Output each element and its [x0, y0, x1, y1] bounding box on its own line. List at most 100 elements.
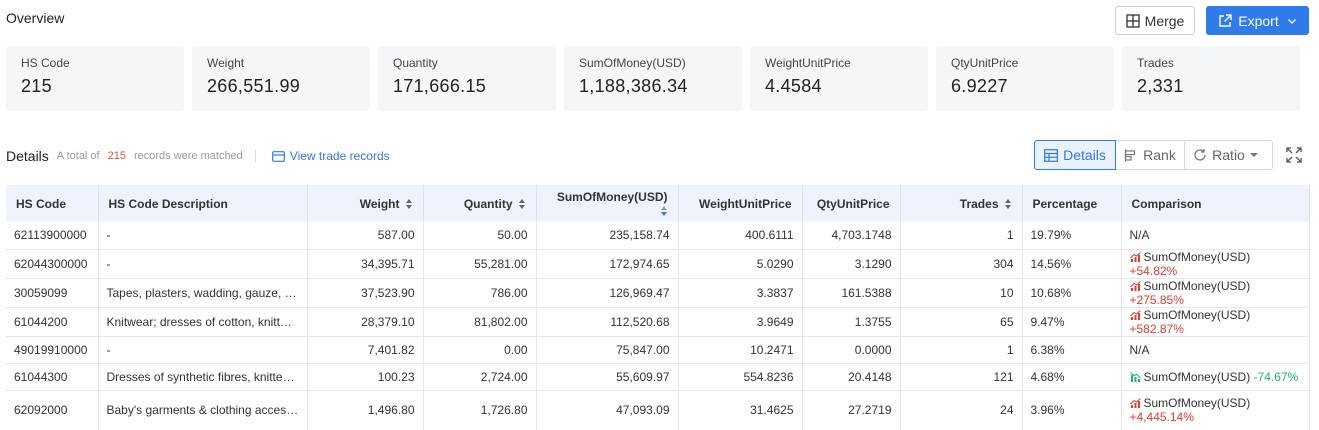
cell-sum: 112,520.68 — [536, 307, 679, 337]
cell-hs: 30059099 — [6, 278, 99, 308]
merge-button[interactable]: Merge — [1115, 6, 1195, 35]
col-hs-description: HS Code Description — [98, 185, 308, 222]
cell-sum: 75,847.00 — [536, 336, 679, 364]
export-button[interactable]: Export — [1206, 6, 1309, 35]
col-weight[interactable]: Weight — [307, 185, 424, 222]
table-row[interactable]: 61044300 Dresses of synthetic fibres, kni… — [6, 363, 1310, 391]
table-row[interactable]: 30059099 Tapes, plasters, wadding, gauze,… — [6, 278, 1310, 308]
cell-wup: 400.6111 — [678, 222, 803, 250]
cell-weight: 587.00 — [307, 222, 424, 250]
trend-up-icon — [1129, 280, 1141, 291]
cell-weight: 1,496.80 — [307, 390, 424, 430]
cell-trades: 1 — [900, 336, 1023, 364]
col-quantity-label: Quantity — [463, 196, 513, 211]
record-count: 215 — [107, 150, 126, 162]
export-icon — [1219, 13, 1232, 27]
caret-down-icon — [1249, 153, 1258, 157]
cell-weight: 37,523.90 — [307, 278, 424, 308]
cell-pct: 6.38% — [1022, 336, 1122, 364]
sort-icon — [1004, 199, 1011, 210]
expand-icon — [1286, 147, 1302, 163]
chevron-down-icon — [1287, 18, 1296, 24]
cell-pct: 14.56% — [1022, 249, 1122, 279]
col-quantity[interactable]: Quantity — [423, 185, 537, 222]
trend-down-icon — [1129, 371, 1141, 382]
cell-desc: - — [98, 222, 308, 250]
trend-up-icon — [1129, 309, 1141, 320]
trend-up-icon — [1129, 251, 1141, 262]
table-row[interactable]: 62113900000-587.00 50.00 235,158.74 400.611… — [6, 222, 1310, 250]
tab-ratio[interactable]: Ratio — [1185, 141, 1272, 169]
tab-rank[interactable]: Rank — [1116, 141, 1185, 169]
cell-desc: Baby's garments & clothing accesso... — [98, 390, 308, 430]
cell-weight: 7,401.82 — [307, 336, 424, 364]
comparison-change: +275.85% — [1129, 292, 1184, 307]
stat-label: QtyUnitPrice — [951, 56, 1019, 70]
total-prefix: A total of — [56, 150, 100, 162]
fullscreen-button[interactable] — [1286, 147, 1302, 166]
col-sum-label: SumOfMoney(USD) — [556, 189, 668, 204]
col-hs-code: HS Code — [6, 185, 99, 222]
cell-wup: 3.9649 — [678, 307, 803, 337]
cell-sum: 172,974.65 — [536, 249, 679, 279]
cell-wup: 31.4625 — [678, 390, 803, 430]
stat-card-trades: Trades 2,331 — [1122, 46, 1300, 111]
table-icon — [1044, 148, 1058, 162]
cell-weight: 100.23 — [307, 363, 424, 391]
table-row[interactable]: 62092000 Baby's garments & clothing acces… — [6, 390, 1310, 430]
cell-qup: 3.1290 — [802, 249, 901, 279]
details-title: Details — [6, 148, 49, 164]
cell-trades: 304 — [900, 249, 1023, 279]
col-trades[interactable]: Trades — [900, 185, 1023, 222]
cell-sum: 235,158.74 — [536, 222, 679, 250]
comparison-metric: SumOfMoney(USD) — [1143, 307, 1251, 322]
total-suffix: records were matched — [133, 150, 243, 162]
rank-icon — [1125, 149, 1136, 161]
cell-qty: 786.00 — [423, 278, 537, 308]
cell-comparison: SumOfMoney(USD) +4,445.14% — [1121, 390, 1310, 430]
view-trade-records-link[interactable]: View trade records — [271, 149, 390, 163]
cell-qty: 81,802.00 — [423, 307, 537, 337]
cell-qup: 0.0000 — [802, 336, 901, 364]
stat-label: WeightUnitPrice — [765, 56, 851, 70]
stat-value: 6.9227 — [951, 76, 1008, 96]
table-row[interactable]: 61044200 Knitwear; dresses of cotton, kni… — [6, 307, 1310, 337]
col-percentage: Percentage — [1022, 185, 1122, 222]
col-sum-of-money[interactable]: SumOfMoney(USD) — [536, 185, 679, 222]
table-row[interactable]: 49019910000-7,401.82 0.00 75,847.00 10.2471… — [6, 336, 1310, 364]
comparison-metric: SumOfMoney(USD) — [1143, 249, 1251, 264]
table-row[interactable]: 62044300000-34,395.71 55,281.00 172,974.65… — [6, 249, 1310, 279]
stat-value: 1,188,386.34 — [579, 76, 688, 96]
stat-value: 4.4584 — [765, 76, 822, 96]
cell-trades: 1 — [900, 222, 1023, 250]
cell-sum: 126,969.47 — [536, 278, 679, 308]
cell-pct: 10.68% — [1022, 278, 1122, 308]
comparison-change: +582.87% — [1129, 321, 1184, 336]
cell-weight: 34,395.71 — [307, 249, 424, 279]
cell-qty: 50.00 — [423, 222, 537, 250]
col-trades-label: Trades — [959, 196, 999, 211]
cell-comparison: SumOfMoney(USD) +275.85% — [1121, 278, 1310, 308]
export-label: Export — [1238, 12, 1279, 29]
cell-trades: 10 — [900, 278, 1023, 308]
cell-desc: Dresses of synthetic fibres, knitted o..… — [98, 363, 308, 391]
details-table: HS Code HS Code Description Weight Quant… — [6, 185, 1310, 430]
cell-qup: 1.3755 — [802, 307, 901, 337]
tab-details[interactable]: Details — [1034, 140, 1116, 170]
summary-stats: HS Code 215 Weight 266,551.99 Quantity 171,… — [6, 46, 1300, 111]
comparison-metric: SumOfMoney(USD) — [1143, 369, 1251, 384]
cell-qup: 4,703.1748 — [802, 222, 901, 250]
cell-desc: Knitwear; dresses of cotton, knitted ... — [98, 307, 308, 337]
cell-trades: 121 — [900, 363, 1023, 391]
cell-pct: 9.47% — [1022, 307, 1122, 337]
cell-sum: 55,609.97 — [536, 363, 679, 391]
comparison-metric: SumOfMoney(USD) — [1143, 278, 1251, 293]
stat-value: 2,331 — [1137, 76, 1184, 96]
cell-comparison: SumOfMoney(USD) -74.67% — [1121, 363, 1310, 391]
cell-pct: 19.79% — [1022, 222, 1122, 250]
stat-label: Weight — [207, 56, 245, 70]
sort-desc-icon — [660, 206, 667, 217]
cell-wup: 10.2471 — [678, 336, 803, 364]
refresh-icon — [1194, 149, 1206, 161]
comparison-change: -74.67% — [1253, 369, 1299, 384]
